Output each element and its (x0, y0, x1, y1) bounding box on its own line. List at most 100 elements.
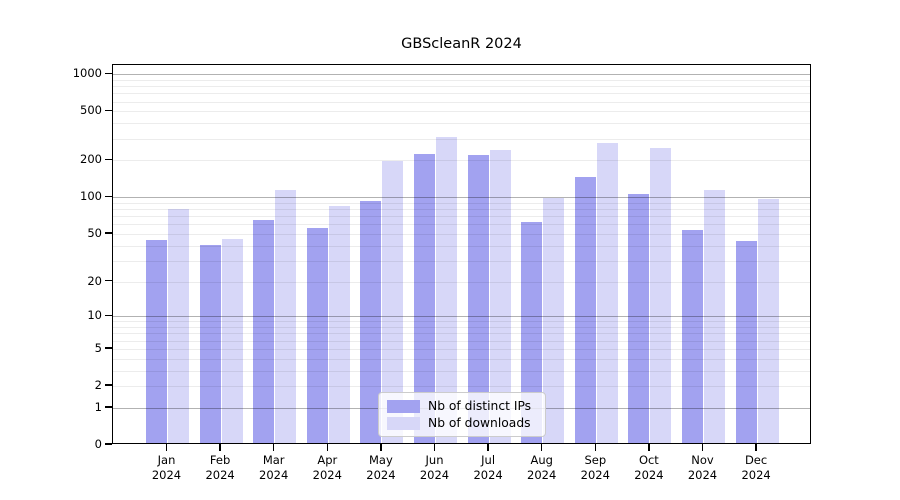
bar-downloads-feb (221, 238, 243, 443)
x-tick-mark (433, 444, 436, 451)
bar-ips-apr (306, 228, 328, 443)
minor-gridline-6 (113, 340, 810, 342)
bar-downloads-may (382, 160, 404, 443)
major-gridline-10 (113, 316, 810, 318)
y-tick-label-5: 5 (94, 340, 102, 355)
plot-area (112, 64, 811, 444)
bar-downloads-dec (757, 199, 779, 443)
y-tick-mark (105, 443, 112, 445)
minor-gridline-600 (113, 101, 810, 103)
minor-gridline-30 (113, 260, 810, 262)
x-tick-mark (273, 444, 275, 451)
x-tick-label-jul: Jul 2024 (473, 453, 503, 482)
x-tick-label-jun: Jun 2024 (419, 453, 450, 482)
bar-ips-feb (199, 245, 221, 443)
minor-gridline-5 (113, 348, 810, 350)
bar-downloads-nov (704, 190, 725, 443)
minor-gridline-40 (113, 245, 810, 247)
x-tick-label-nov: Nov 2024 (687, 453, 718, 482)
bar-ips-aug (521, 221, 543, 443)
y-tick-label-100: 100 (80, 189, 102, 204)
y-tick-mark (105, 195, 112, 198)
y-tick-mark (105, 109, 112, 112)
minor-gridline-800 (113, 86, 810, 88)
legend-entry-downloads: Nb of downloads (387, 416, 537, 430)
minor-gridline-9 (113, 321, 810, 323)
bar-ips-sep (574, 177, 596, 443)
x-tick-mark (165, 444, 168, 451)
bar-downloads-apr (328, 205, 350, 443)
bar-ips-may (360, 200, 382, 443)
x-tick-label-feb: Feb 2024 (205, 453, 235, 482)
bar-downloads-sep (596, 143, 618, 443)
y-tick-label-1000: 1000 (72, 66, 102, 81)
x-tick-label-mar: Mar 2024 (259, 453, 289, 482)
y-tick-mark (105, 314, 112, 317)
x-tick-mark (648, 444, 650, 451)
legend-swatch-downloads (387, 416, 420, 430)
y-tick-mark (105, 279, 112, 282)
y-tick-label-2: 2 (94, 378, 102, 393)
legend: Nb of distinct IPs Nb of downloads (378, 392, 546, 437)
x-tick-mark (487, 444, 489, 451)
minor-gridline-80 (113, 209, 810, 211)
minor-gridline-3 (113, 370, 810, 372)
x-tick-label-sep: Sep 2024 (580, 453, 610, 482)
minor-gridline-2 (113, 386, 810, 388)
minor-gridline-70 (113, 216, 810, 218)
major-gridline-1000 (113, 74, 810, 76)
minor-gridline-90 (113, 202, 810, 204)
x-tick-label-aug: Aug 2024 (527, 453, 557, 482)
y-tick-mark (105, 406, 112, 408)
x-tick-label-dec: Dec 2024 (741, 453, 771, 482)
minor-gridline-7 (113, 333, 810, 335)
x-tick-mark (594, 444, 596, 451)
bar-ips-jun (414, 154, 435, 443)
x-tick-label-apr: Apr 2024 (312, 453, 342, 482)
x-tick-mark (701, 444, 704, 451)
x-tick-mark (541, 444, 543, 451)
minor-gridline-50 (113, 234, 810, 236)
y-tick-label-20: 20 (87, 273, 102, 288)
x-tick-label-oct: Oct 2024 (634, 453, 664, 482)
y-tick-mark (105, 347, 112, 349)
bar-ips-jan (146, 239, 167, 443)
bar-ips-jul (467, 154, 489, 443)
y-tick-mark (105, 72, 112, 74)
x-tick-mark (219, 444, 221, 451)
major-gridline-100 (113, 197, 810, 199)
bar-downloads-mar (275, 189, 297, 443)
legend-swatch-distinct-ips (387, 399, 420, 413)
bar-downloads-oct (650, 147, 672, 443)
bar-ips-mar (253, 219, 275, 443)
x-tick-mark (380, 444, 382, 451)
y-tick-label-10: 10 (87, 308, 102, 323)
x-tick-label-may: May 2024 (366, 453, 396, 482)
legend-entry-distinct-ips: Nb of distinct IPs (387, 399, 537, 413)
bar-ips-nov (682, 229, 703, 443)
minor-gridline-400 (113, 123, 810, 125)
x-tick-mark (326, 444, 328, 451)
minor-gridline-300 (113, 138, 810, 140)
bar-downloads-jun (436, 137, 457, 443)
minor-gridline-500 (113, 111, 810, 113)
y-tick-mark (105, 384, 112, 386)
bar-downloads-jan (168, 208, 189, 443)
x-tick-mark (755, 444, 757, 451)
legend-label-downloads: Nb of downloads (428, 416, 531, 430)
minor-gridline-4 (113, 358, 810, 360)
y-tick-mark (105, 158, 112, 161)
x-tick-label-jan: Jan 2024 (151, 453, 182, 482)
chart-title: GBScleanR 2024 (401, 36, 522, 52)
bar-downloads-aug (543, 198, 565, 443)
minor-gridline-900 (113, 79, 810, 81)
minor-gridline-700 (113, 93, 810, 95)
bar-downloads-jul (489, 150, 511, 443)
bar-ips-dec (735, 241, 757, 443)
minor-gridline-200 (113, 160, 810, 162)
minor-gridline-60 (113, 224, 810, 226)
minor-gridline-8 (113, 327, 810, 329)
y-tick-label-1: 1 (94, 399, 102, 414)
y-tick-mark (105, 232, 112, 234)
